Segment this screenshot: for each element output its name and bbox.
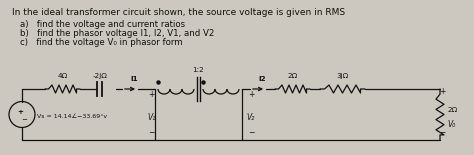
Text: −: − xyxy=(21,117,27,122)
Text: I1: I1 xyxy=(130,76,138,82)
Text: 4Ω: 4Ω xyxy=(57,73,68,79)
Text: V₀: V₀ xyxy=(447,120,455,129)
Text: b)   find the phasor voltage I1, I2, V1, and V2: b) find the phasor voltage I1, I2, V1, a… xyxy=(20,29,214,38)
Text: V₁: V₁ xyxy=(147,113,155,122)
Text: 1:2: 1:2 xyxy=(192,67,204,73)
Text: c)   find the voltage V₀ in phasor form: c) find the voltage V₀ in phasor form xyxy=(20,38,182,47)
Text: +: + xyxy=(248,90,254,99)
Text: In the ideal transformer circuit shown, the source voltage is given in RMS: In the ideal transformer circuit shown, … xyxy=(12,8,345,17)
Text: +: + xyxy=(148,90,155,99)
Text: −: − xyxy=(248,128,254,137)
Text: +: + xyxy=(17,108,23,115)
Text: 3jΩ: 3jΩ xyxy=(337,73,348,79)
Text: +: + xyxy=(439,87,445,96)
Text: a)   find the voltage and current ratios: a) find the voltage and current ratios xyxy=(20,20,185,29)
Text: -2jΩ: -2jΩ xyxy=(92,73,108,79)
Text: Vs = 14.14∠−33.69°v: Vs = 14.14∠−33.69°v xyxy=(37,114,107,119)
Text: −: − xyxy=(439,128,445,137)
Text: 2Ω: 2Ω xyxy=(287,73,298,79)
Text: −: − xyxy=(148,128,155,137)
Text: V₂: V₂ xyxy=(247,113,255,122)
Text: I2: I2 xyxy=(258,76,266,82)
Text: 2Ω: 2Ω xyxy=(447,106,457,113)
